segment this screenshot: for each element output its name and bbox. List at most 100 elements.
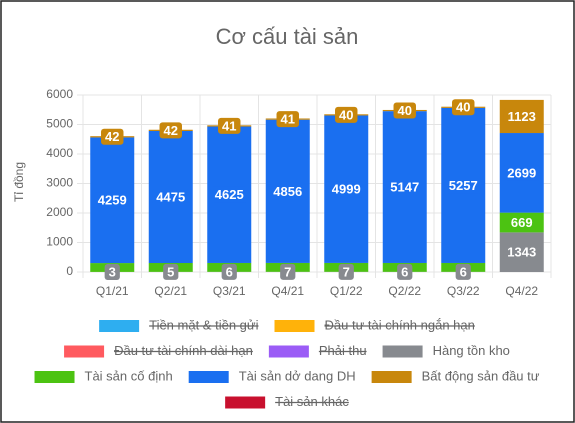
data-label-group: 42 bbox=[101, 128, 124, 145]
legend-item: Đầu tư tài chính ngắn hạn bbox=[274, 317, 475, 332]
y-tick-label: 1000 bbox=[46, 235, 73, 249]
data-label-group: 669 bbox=[506, 214, 537, 231]
legend-swatch bbox=[268, 345, 309, 358]
legend-swatch bbox=[188, 371, 229, 383]
data-label-group: 6 bbox=[455, 263, 471, 280]
data-label: 4856 bbox=[273, 184, 302, 199]
data-label-bg bbox=[101, 128, 124, 145]
data-label-group: 42 bbox=[159, 122, 182, 139]
y-axis-label: Tỉ đồng bbox=[12, 162, 26, 202]
data-label-bg bbox=[269, 183, 307, 200]
data-label-group: 4856 bbox=[269, 183, 307, 200]
legend-label: Tài sản cố định bbox=[85, 368, 173, 383]
data-label-group: 2699 bbox=[503, 164, 541, 181]
legend-swatch bbox=[99, 320, 140, 332]
legend-item: Tiền mặt & tiền gửi bbox=[99, 317, 259, 332]
data-label: 7 bbox=[284, 264, 291, 279]
data-label-group: 41 bbox=[218, 117, 241, 134]
data-label: 7 bbox=[343, 264, 350, 279]
x-tick-label: Q2/21 bbox=[154, 284, 187, 298]
data-label-bg bbox=[338, 263, 354, 280]
data-label-group: 41 bbox=[276, 111, 299, 128]
data-label: 6 bbox=[460, 264, 467, 279]
data-label-bg bbox=[452, 99, 475, 116]
data-label-bg bbox=[503, 108, 540, 125]
x-tick-label: Q4/21 bbox=[271, 284, 304, 298]
data-label-bg bbox=[210, 186, 248, 203]
data-label: 42 bbox=[105, 129, 119, 144]
data-label: 41 bbox=[222, 118, 236, 133]
data-label-group: 6 bbox=[397, 263, 413, 280]
legend-item: Bất động sản đầu tư bbox=[371, 368, 540, 383]
data-label-bg bbox=[327, 181, 365, 198]
data-label-bg bbox=[280, 263, 296, 280]
x-tick-label: Q3/21 bbox=[213, 284, 246, 298]
legend-label: Hàng tồn kho bbox=[433, 343, 510, 358]
data-label-bg bbox=[397, 263, 413, 280]
data-label-bg bbox=[104, 263, 120, 280]
data-label: 6 bbox=[401, 264, 408, 279]
x-tick-label: Q3/22 bbox=[447, 284, 480, 298]
data-label-group: 5147 bbox=[386, 179, 424, 196]
x-tick-label: Q4/22 bbox=[505, 284, 538, 298]
y-tick-label: 0 bbox=[66, 264, 73, 278]
legend-item: Tài sản khác bbox=[225, 394, 349, 409]
data-label: 40 bbox=[339, 107, 353, 122]
y-tick-label: 4000 bbox=[46, 146, 73, 160]
data-label-group: 40 bbox=[452, 99, 475, 116]
data-label: 42 bbox=[164, 123, 178, 138]
data-label-bg bbox=[163, 263, 179, 280]
legend-label: Phải thu bbox=[319, 343, 367, 358]
legend-label: Đầu tư tài chính ngắn hạn bbox=[325, 317, 475, 332]
legend-label: Tiền mặt & tiền gửi bbox=[149, 317, 258, 332]
legend-swatch bbox=[225, 396, 266, 409]
data-label-bg bbox=[218, 117, 241, 134]
data-label-group: 5257 bbox=[444, 177, 482, 194]
data-label-group: 4625 bbox=[210, 186, 248, 203]
data-label: 3 bbox=[109, 264, 116, 279]
data-label: 1123 bbox=[508, 109, 536, 124]
legend-swatch bbox=[34, 371, 75, 383]
legend-swatch bbox=[371, 371, 412, 383]
legend-swatch bbox=[274, 320, 315, 332]
data-label-bg bbox=[335, 106, 358, 123]
data-label-group: 7 bbox=[338, 263, 354, 280]
data-label-group: 4999 bbox=[327, 181, 365, 198]
legend-item: Phải thu bbox=[268, 343, 367, 358]
data-label-bg bbox=[159, 122, 182, 139]
y-tick-label: 5000 bbox=[46, 117, 73, 131]
data-label-group: 4475 bbox=[152, 188, 190, 205]
data-label-group: 40 bbox=[335, 106, 358, 123]
data-label-bg bbox=[393, 102, 416, 119]
data-label-group: 3 bbox=[104, 263, 120, 280]
x-tick-label: Q1/22 bbox=[330, 284, 363, 298]
legend-label: Bất động sản đầu tư bbox=[422, 368, 540, 383]
data-label-bg bbox=[386, 179, 424, 196]
data-label: 2699 bbox=[507, 165, 536, 180]
data-label: 5257 bbox=[449, 178, 478, 193]
data-label-bg bbox=[503, 164, 541, 181]
legend-swatch bbox=[64, 345, 105, 358]
legend-label: Tài sản khác bbox=[275, 394, 349, 409]
data-label: 41 bbox=[281, 112, 295, 127]
data-label: 5 bbox=[167, 264, 174, 279]
data-label-group: 1123 bbox=[503, 108, 540, 125]
y-tick-label: 3000 bbox=[46, 176, 73, 190]
data-label: 4999 bbox=[332, 182, 361, 197]
data-label-group: 40 bbox=[393, 102, 416, 119]
data-label-bg bbox=[444, 177, 482, 194]
data-label: 4259 bbox=[98, 193, 127, 208]
data-label-group: 6 bbox=[221, 263, 237, 280]
x-tick-label: Q2/22 bbox=[388, 284, 421, 298]
data-label: 4625 bbox=[215, 187, 244, 202]
legend-swatch bbox=[382, 345, 423, 358]
data-label-bg bbox=[93, 192, 131, 209]
x-tick-label: Q1/21 bbox=[96, 284, 129, 298]
data-label-group: 5 bbox=[163, 263, 179, 280]
data-label-bg bbox=[221, 263, 237, 280]
data-label-group: 4259 bbox=[93, 192, 131, 209]
data-label: 40 bbox=[398, 103, 412, 118]
legend-item: Hàng tồn kho bbox=[382, 343, 510, 358]
data-label: 4475 bbox=[156, 189, 185, 204]
